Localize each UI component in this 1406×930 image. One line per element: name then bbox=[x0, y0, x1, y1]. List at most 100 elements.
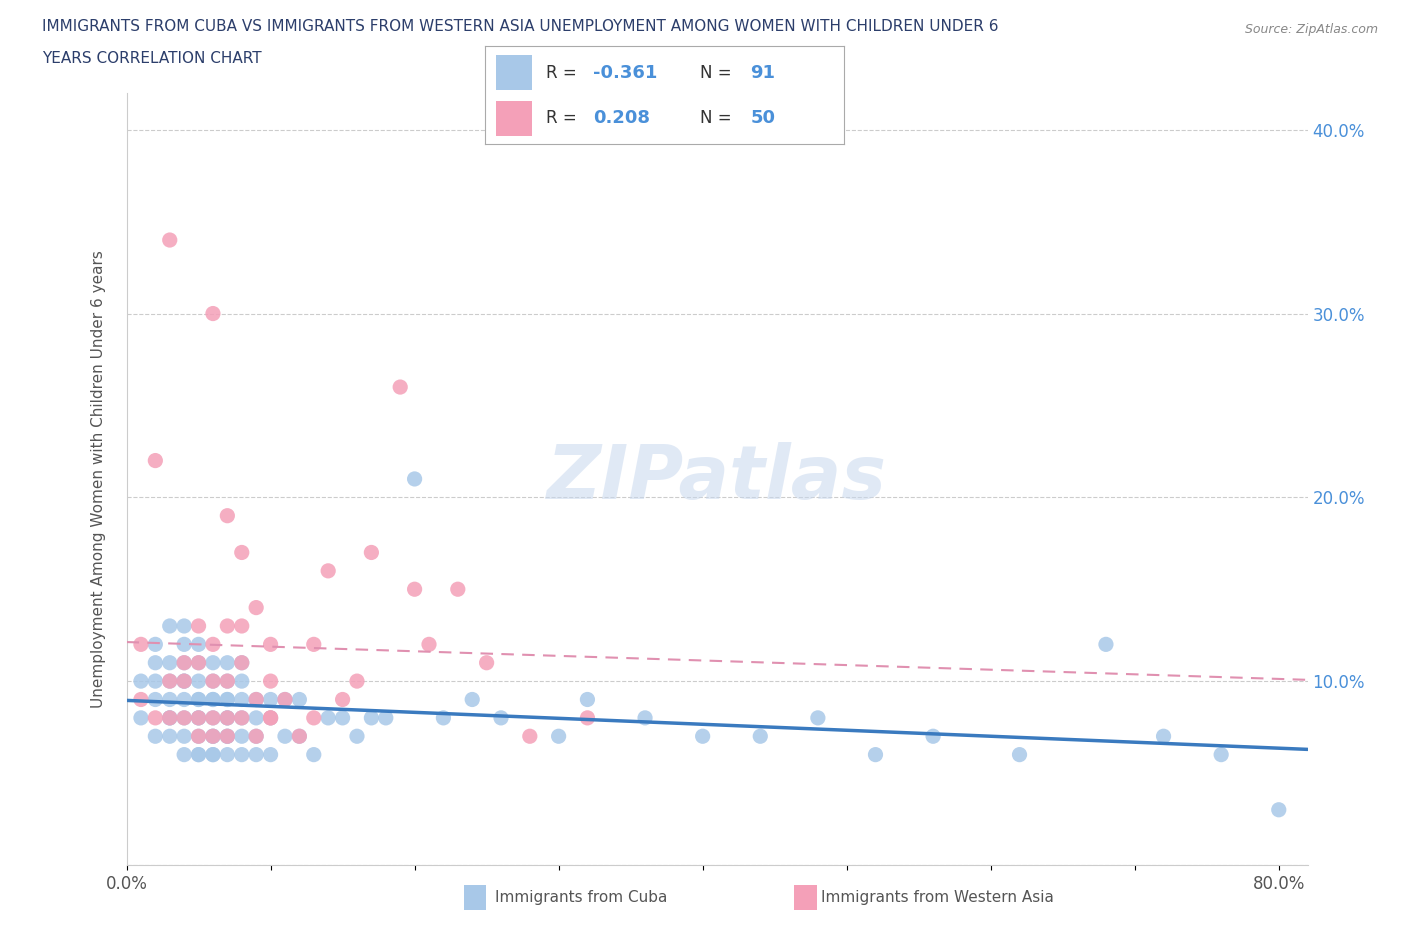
Point bbox=[143, 673, 166, 688]
Point bbox=[231, 729, 253, 744]
Point bbox=[461, 692, 484, 707]
Point bbox=[360, 545, 382, 560]
Point bbox=[217, 673, 239, 688]
Point bbox=[173, 711, 195, 725]
Point bbox=[159, 673, 181, 688]
Point bbox=[143, 711, 166, 725]
Text: Immigrants from Western Asia: Immigrants from Western Asia bbox=[821, 890, 1054, 905]
Point bbox=[259, 711, 281, 725]
Text: Source: ZipAtlas.com: Source: ZipAtlas.com bbox=[1244, 23, 1378, 36]
Point bbox=[231, 711, 253, 725]
Point bbox=[201, 673, 224, 688]
Point bbox=[173, 618, 195, 633]
Point bbox=[547, 729, 569, 744]
Point bbox=[217, 729, 239, 744]
Point bbox=[231, 747, 253, 762]
Point bbox=[418, 637, 440, 652]
Point bbox=[346, 673, 368, 688]
Point bbox=[187, 656, 209, 671]
Point bbox=[432, 711, 454, 725]
Text: -0.361: -0.361 bbox=[592, 64, 657, 82]
Point bbox=[245, 692, 267, 707]
Point bbox=[159, 692, 181, 707]
Point bbox=[173, 656, 195, 671]
Point bbox=[159, 656, 181, 671]
Y-axis label: Unemployment Among Women with Children Under 6 years: Unemployment Among Women with Children U… bbox=[91, 250, 105, 708]
Point bbox=[201, 306, 224, 321]
Point bbox=[201, 656, 224, 671]
Point bbox=[173, 692, 195, 707]
Point bbox=[201, 673, 224, 688]
Point bbox=[187, 618, 209, 633]
Point bbox=[231, 692, 253, 707]
Point bbox=[217, 729, 239, 744]
Point bbox=[259, 711, 281, 725]
Point bbox=[389, 379, 412, 394]
Point bbox=[143, 729, 166, 744]
Point bbox=[217, 618, 239, 633]
Point bbox=[302, 711, 325, 725]
Point bbox=[302, 747, 325, 762]
Point bbox=[159, 729, 181, 744]
Point bbox=[173, 673, 195, 688]
Point bbox=[143, 692, 166, 707]
Point bbox=[245, 747, 267, 762]
Point bbox=[201, 729, 224, 744]
Point bbox=[187, 673, 209, 688]
Text: Immigrants from Cuba: Immigrants from Cuba bbox=[495, 890, 668, 905]
Point bbox=[129, 692, 152, 707]
Point bbox=[217, 692, 239, 707]
Point bbox=[1095, 637, 1118, 652]
Point bbox=[159, 711, 181, 725]
Point bbox=[187, 711, 209, 725]
Point bbox=[173, 747, 195, 762]
Text: R =: R = bbox=[546, 109, 582, 126]
Point bbox=[245, 600, 267, 615]
Point bbox=[173, 729, 195, 744]
Point bbox=[519, 729, 541, 744]
Point bbox=[187, 747, 209, 762]
Point bbox=[159, 711, 181, 725]
Point bbox=[288, 692, 311, 707]
Point bbox=[274, 692, 297, 707]
Point bbox=[288, 729, 311, 744]
Point bbox=[201, 692, 224, 707]
Point bbox=[316, 711, 339, 725]
Point bbox=[173, 711, 195, 725]
Point bbox=[217, 673, 239, 688]
Point bbox=[217, 729, 239, 744]
Text: N =: N = bbox=[700, 64, 737, 82]
Point bbox=[159, 618, 181, 633]
Point bbox=[749, 729, 772, 744]
Point bbox=[576, 692, 599, 707]
Point bbox=[173, 656, 195, 671]
Point bbox=[245, 711, 267, 725]
Point bbox=[159, 711, 181, 725]
Point bbox=[201, 747, 224, 762]
Point bbox=[217, 656, 239, 671]
Point bbox=[201, 711, 224, 725]
Point bbox=[332, 711, 354, 725]
Point bbox=[217, 509, 239, 524]
Point bbox=[159, 673, 181, 688]
Text: ZIPatlas: ZIPatlas bbox=[547, 443, 887, 515]
Point bbox=[346, 729, 368, 744]
Point bbox=[201, 692, 224, 707]
Point bbox=[274, 692, 297, 707]
Text: IMMIGRANTS FROM CUBA VS IMMIGRANTS FROM WESTERN ASIA UNEMPLOYMENT AMONG WOMEN WI: IMMIGRANTS FROM CUBA VS IMMIGRANTS FROM … bbox=[42, 19, 998, 33]
Point bbox=[187, 729, 209, 744]
Point bbox=[374, 711, 396, 725]
Point bbox=[187, 656, 209, 671]
Point bbox=[231, 711, 253, 725]
Point bbox=[259, 637, 281, 652]
Point bbox=[259, 692, 281, 707]
Point bbox=[217, 711, 239, 725]
Point bbox=[288, 729, 311, 744]
Point bbox=[1211, 747, 1233, 762]
Point bbox=[404, 582, 426, 597]
Point bbox=[173, 673, 195, 688]
Point bbox=[922, 729, 945, 744]
Point bbox=[489, 711, 512, 725]
Point bbox=[404, 472, 426, 486]
Point bbox=[217, 711, 239, 725]
